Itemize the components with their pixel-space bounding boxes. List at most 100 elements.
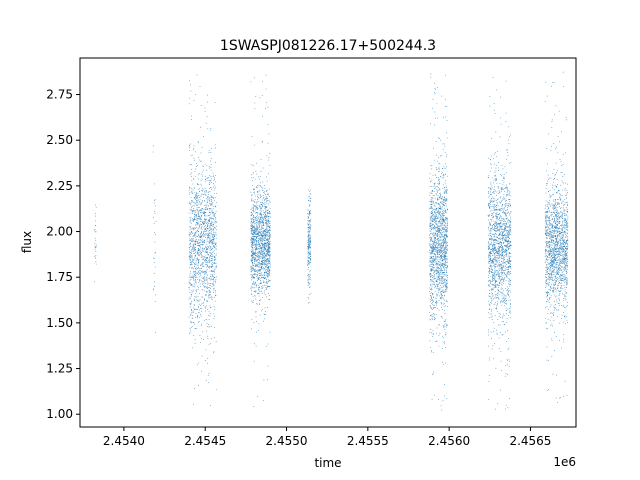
data-point xyxy=(201,229,203,231)
data-point xyxy=(269,236,271,238)
data-point xyxy=(261,204,263,206)
data-point xyxy=(265,88,267,90)
data-point xyxy=(198,312,199,314)
data-point xyxy=(256,207,257,208)
data-point xyxy=(196,166,197,167)
data-point xyxy=(444,234,445,236)
data-point xyxy=(216,229,217,231)
data-point xyxy=(208,208,210,209)
data-point xyxy=(252,216,254,218)
data-point xyxy=(442,266,444,267)
data-point xyxy=(445,347,447,348)
data-point xyxy=(210,292,212,293)
data-point xyxy=(203,249,205,251)
data-point xyxy=(258,283,260,285)
data-point xyxy=(203,208,205,210)
data-point xyxy=(263,269,265,271)
data-point xyxy=(309,193,311,194)
data-point xyxy=(190,228,192,230)
data-point xyxy=(208,237,209,239)
data-point xyxy=(263,274,265,275)
data-point xyxy=(443,204,445,206)
data-point xyxy=(434,319,435,321)
data-point xyxy=(267,250,269,251)
data-point xyxy=(431,208,433,210)
data-point xyxy=(445,265,446,266)
data-point xyxy=(445,226,446,228)
data-point xyxy=(197,195,199,197)
data-point xyxy=(197,174,199,176)
data-point xyxy=(210,260,212,261)
data-point xyxy=(430,329,431,330)
data-point xyxy=(309,244,310,246)
data-point xyxy=(253,257,255,259)
data-point xyxy=(194,270,196,272)
data-point xyxy=(205,283,207,285)
data-point xyxy=(435,208,437,209)
data-point xyxy=(259,204,261,206)
data-point xyxy=(269,251,270,253)
data-point xyxy=(430,206,432,208)
data-point xyxy=(201,215,203,216)
data-point xyxy=(269,267,271,268)
data-point xyxy=(201,280,203,282)
data-point xyxy=(190,264,192,266)
data-point xyxy=(253,252,254,254)
data-point xyxy=(253,192,255,193)
data-point xyxy=(200,304,201,306)
data-point xyxy=(442,326,444,328)
data-point xyxy=(445,332,447,333)
data-point xyxy=(253,227,255,229)
data-point xyxy=(436,281,438,282)
data-point xyxy=(259,231,261,233)
data-point xyxy=(310,261,312,263)
data-point xyxy=(257,303,258,305)
data-point xyxy=(430,247,432,248)
data-point xyxy=(435,223,437,225)
data-point xyxy=(209,257,211,259)
data-point xyxy=(213,277,215,279)
data-point xyxy=(267,225,269,227)
data-point xyxy=(199,283,201,285)
data-point xyxy=(255,265,256,266)
data-point xyxy=(443,256,445,258)
data-point xyxy=(260,221,261,222)
data-point xyxy=(445,260,446,262)
data-point xyxy=(189,303,191,304)
data-point xyxy=(210,283,211,284)
data-point xyxy=(267,235,269,236)
data-point xyxy=(193,213,195,215)
data-point xyxy=(441,292,443,294)
data-point xyxy=(433,148,434,149)
data-point xyxy=(256,222,258,224)
data-point xyxy=(429,340,431,342)
data-point xyxy=(438,267,439,268)
data-point xyxy=(444,187,446,188)
data-point xyxy=(493,209,495,210)
data-point xyxy=(204,229,205,231)
data-point xyxy=(256,201,258,202)
data-point xyxy=(434,182,436,184)
data-point xyxy=(201,253,202,255)
data-point xyxy=(252,260,253,261)
data-point xyxy=(434,270,436,272)
data-point xyxy=(201,202,202,204)
data-point xyxy=(434,232,436,234)
data-point xyxy=(254,195,256,197)
data-point xyxy=(310,244,311,245)
data-point xyxy=(258,262,260,264)
data-point xyxy=(153,200,155,201)
data-point xyxy=(213,212,214,213)
data-point xyxy=(443,241,445,242)
data-point xyxy=(262,232,264,234)
data-point xyxy=(442,287,444,288)
data-point xyxy=(197,215,199,217)
data-point xyxy=(192,322,194,323)
data-point xyxy=(188,256,190,258)
data-point xyxy=(189,187,191,189)
data-point xyxy=(432,352,434,354)
data-point xyxy=(258,190,260,192)
data-point xyxy=(197,289,199,291)
data-point xyxy=(253,243,255,245)
data-point xyxy=(212,271,214,273)
